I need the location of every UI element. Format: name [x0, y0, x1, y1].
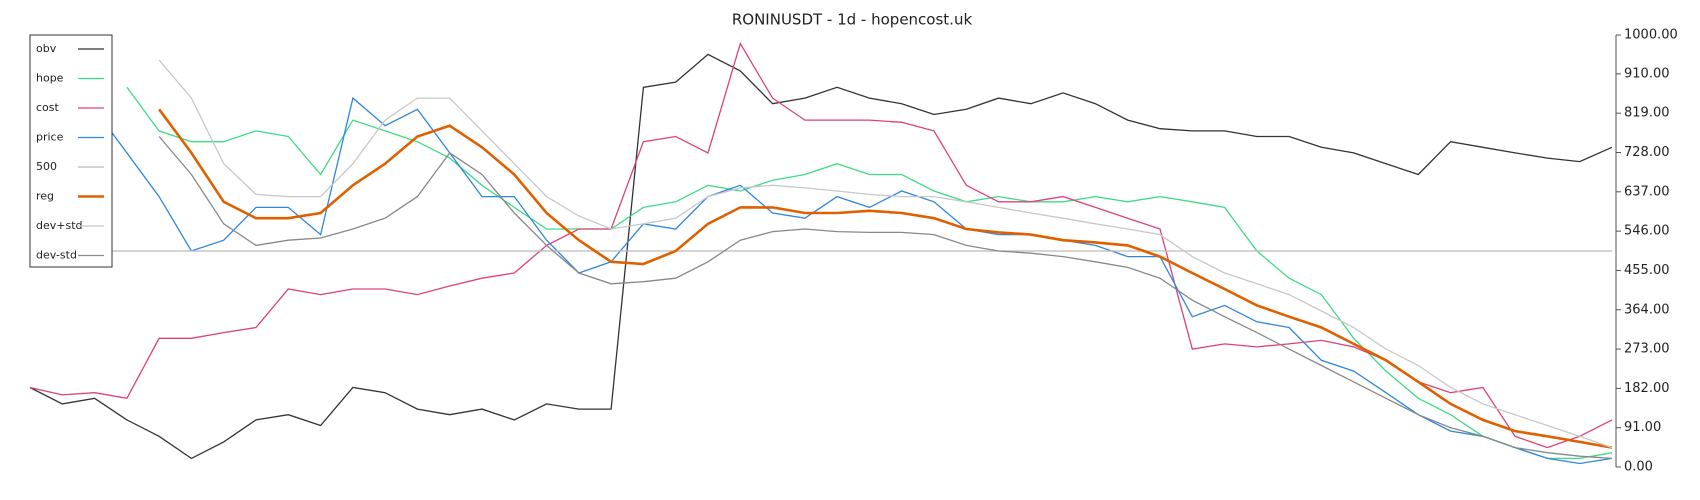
y-tick-label: 455.00 — [1624, 263, 1670, 278]
legend-box — [29, 34, 113, 268]
legend-label: dev-std — [36, 249, 77, 262]
legend-label: price — [36, 131, 64, 144]
y-tick-label: 91.00 — [1624, 420, 1661, 435]
legend-label: obv — [36, 42, 57, 55]
y-tick-label: 819.00 — [1624, 106, 1670, 121]
y-tick-label: 364.00 — [1624, 302, 1670, 317]
y-tick-label: 910.00 — [1624, 66, 1670, 81]
y-tick-label: 1000.00 — [1624, 28, 1678, 43]
y-tick-label: 273.00 — [1624, 342, 1670, 357]
series-line — [29, 53, 1613, 460]
y-tick-label: 637.00 — [1624, 184, 1670, 199]
series-line — [158, 59, 1613, 449]
y-tick-label: 546.00 — [1624, 224, 1670, 239]
series-line — [126, 86, 1613, 460]
series-line — [158, 108, 1613, 449]
legend-label: hope — [36, 72, 64, 85]
y-tick-label: 0.00 — [1624, 460, 1653, 475]
series-line — [29, 96, 1613, 465]
legend-label: cost — [36, 101, 60, 114]
y-tick-label: 728.00 — [1624, 145, 1670, 160]
legend-label: dev+std — [36, 219, 83, 232]
y-tick-label: 182.00 — [1624, 381, 1670, 396]
series-line — [29, 41, 1613, 449]
series-line — [158, 136, 1613, 460]
chart-title: RONINUSDT - 1d - hopencost.uk — [732, 11, 973, 29]
legend: obv hope cost price 500 reg dev+std dev-std — [29, 34, 113, 268]
legend-label: reg — [36, 190, 54, 203]
legend-label: 500 — [36, 160, 57, 173]
